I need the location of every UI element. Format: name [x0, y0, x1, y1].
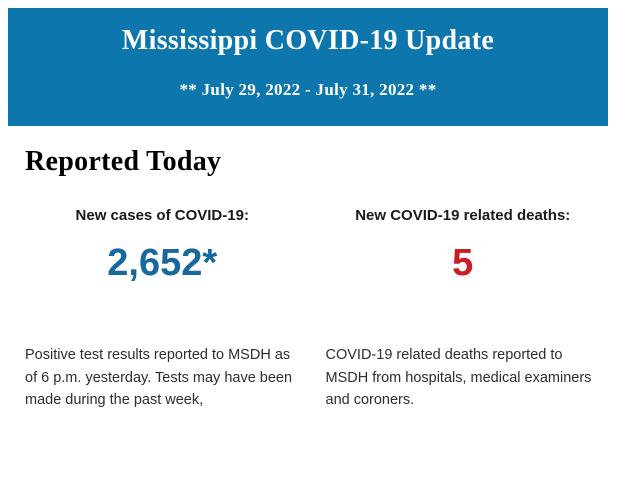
banner-title: Mississippi COVID-19 Update — [121, 25, 495, 56]
deaths-label: New COVID-19 related deaths: — [355, 207, 571, 224]
banner: Mississippi COVID-19 Update ** July 29, … — [8, 8, 608, 126]
cases-column: New cases of COVID-19: 2,652* Positive t… — [25, 207, 300, 412]
section-heading: Reported Today — [25, 146, 222, 177]
cases-label: New cases of COVID-19: — [75, 207, 249, 224]
deaths-value: 5 — [452, 242, 474, 284]
covid-update-graphic: Mississippi COVID-19 Update ** July 29, … — [0, 8, 620, 491]
banner-date-range: ** July 29, 2022 - July 31, 2022 ** — [179, 80, 437, 99]
cases-value: 2,652* — [107, 242, 218, 284]
report-section: Reported Today New cases of COVID-19: 2,… — [0, 145, 620, 412]
deaths-column: New COVID-19 related deaths: 5 COVID-19 … — [326, 207, 601, 412]
cases-note: Positive test results reported to MSDH a… — [25, 347, 293, 408]
stats-columns: New cases of COVID-19: 2,652* Positive t… — [25, 207, 600, 412]
deaths-note: COVID-19 related deaths reported to MSDH… — [325, 347, 592, 408]
